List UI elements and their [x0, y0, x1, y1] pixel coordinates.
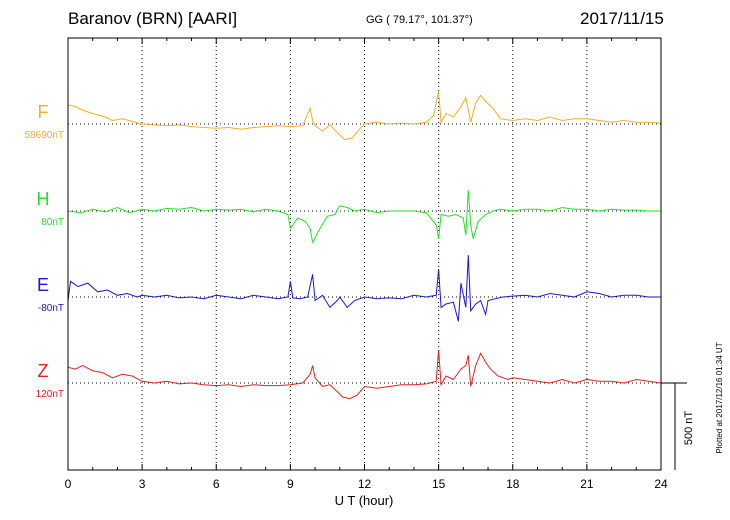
component-label-h: H — [37, 189, 50, 209]
baseline-value-h: 80nT — [41, 217, 64, 228]
x-tick-label-12: 12 — [358, 477, 372, 491]
x-tick-label-0: 0 — [65, 477, 72, 491]
series-line-f — [67, 90, 662, 141]
x-axis-label: U T (hour) — [335, 493, 394, 508]
x-tick-label-18: 18 — [506, 477, 520, 491]
series-line-h — [67, 190, 661, 244]
series-group — [67, 90, 662, 400]
grid-lines — [141, 38, 588, 470]
plotted-timestamp: Plotted at 2017/12/16 01:34 UT — [715, 342, 724, 453]
component-label-f: F — [38, 102, 49, 122]
station-title: Baranov (BRN) [AARI] — [68, 9, 238, 28]
x-tick-label-9: 9 — [287, 477, 294, 491]
x-tick-label-6: 6 — [213, 477, 220, 491]
component-label-z: Z — [38, 361, 49, 381]
x-tick-label-3: 3 — [139, 477, 146, 491]
baseline-value-e: -80nT — [38, 303, 64, 314]
x-tick-label-15: 15 — [432, 477, 446, 491]
x-tick-label-21: 21 — [580, 477, 594, 491]
component-label-e: E — [37, 275, 49, 295]
geographic-coordinates: GG ( 79.17°, 101.37°) — [366, 14, 473, 26]
baseline-value-f: 58690nT — [25, 130, 64, 141]
x-axis-ticks: 0 3 6 9 12 15 18 21 24 — [65, 38, 668, 491]
series-line-z — [67, 349, 662, 400]
scale-bar: 500 nT — [661, 382, 695, 470]
series-line-e — [67, 255, 661, 322]
x-tick-label-24: 24 — [654, 477, 668, 491]
date-label: 2017/11/15 — [580, 9, 664, 28]
series-labels: F 58690nT H 80nT E -80nT Z 120nT — [25, 102, 64, 400]
baseline-value-z: 120nT — [36, 389, 64, 400]
scale-bar-label: 500 nT — [683, 411, 695, 446]
